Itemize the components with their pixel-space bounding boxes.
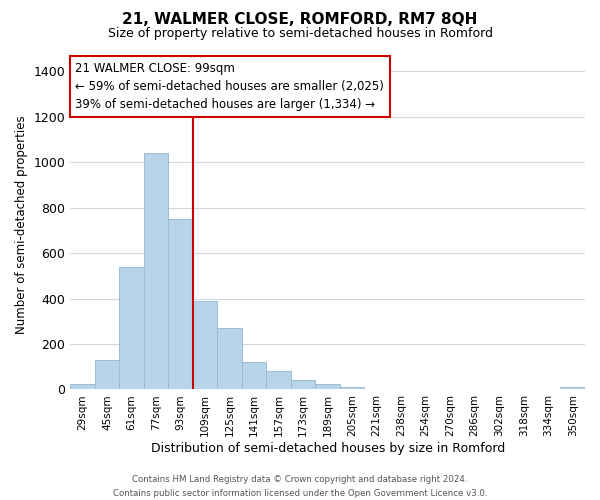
Bar xyxy=(119,267,144,390)
Text: Contains HM Land Registry data © Crown copyright and database right 2024.
Contai: Contains HM Land Registry data © Crown c… xyxy=(113,476,487,498)
Bar xyxy=(340,387,364,390)
Y-axis label: Number of semi-detached properties: Number of semi-detached properties xyxy=(15,116,28,334)
Bar xyxy=(242,362,266,390)
Text: 21 WALMER CLOSE: 99sqm
← 59% of semi-detached houses are smaller (2,025)
39% of : 21 WALMER CLOSE: 99sqm ← 59% of semi-det… xyxy=(76,62,385,110)
Bar xyxy=(169,219,193,390)
X-axis label: Distribution of semi-detached houses by size in Romford: Distribution of semi-detached houses by … xyxy=(151,442,505,455)
Text: 21, WALMER CLOSE, ROMFORD, RM7 8QH: 21, WALMER CLOSE, ROMFORD, RM7 8QH xyxy=(122,12,478,28)
Bar xyxy=(217,328,242,390)
Bar xyxy=(560,387,585,390)
Bar xyxy=(144,153,169,390)
Bar xyxy=(316,384,340,390)
Bar xyxy=(193,301,217,390)
Bar xyxy=(291,380,316,390)
Bar xyxy=(266,372,291,390)
Text: Size of property relative to semi-detached houses in Romford: Size of property relative to semi-detach… xyxy=(107,28,493,40)
Bar xyxy=(70,384,95,390)
Bar xyxy=(95,360,119,390)
